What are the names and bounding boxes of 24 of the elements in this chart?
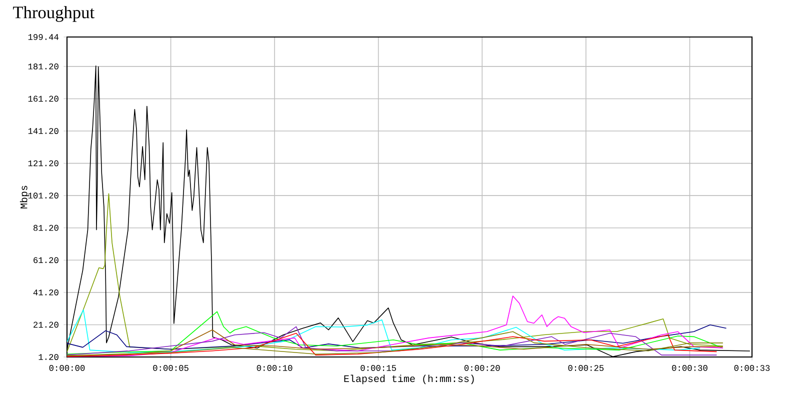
x-tick-label: 0:00:05 — [153, 365, 188, 371]
y-tick-label: 199.44 — [28, 34, 58, 40]
x-tick-label: 0:00:15 — [360, 365, 396, 371]
y-tick-label: 181.20 — [28, 64, 58, 70]
y-tick-label: 61.20 — [34, 257, 58, 264]
chart-title: Throughput — [13, 6, 94, 22]
y-tick-label: 81.20 — [34, 224, 58, 231]
y-tick-label: 21.20 — [34, 322, 58, 328]
x-tick-label: 0:00:25 — [568, 365, 604, 371]
y-tick-label: 1.20 — [38, 354, 58, 360]
line-series — [67, 193, 724, 352]
y-tick-label: 161.20 — [28, 96, 58, 102]
x-tick-label: 0:00:20 — [464, 365, 500, 371]
x-tick-label: 0:00:00 — [49, 365, 85, 371]
y-tick-label: 41.20 — [33, 289, 58, 296]
y-axis-title: Mbps — [20, 186, 30, 208]
y-tick-label: 101.20 — [28, 192, 58, 199]
x-axis-title: Elapsed time (h:mm:ss) — [344, 374, 474, 384]
y-tick-label: 121.20 — [28, 160, 58, 166]
x-tick-label: 0:00:33 — [734, 365, 770, 371]
x-tick-label: 0:00:30 — [672, 365, 708, 371]
line-series — [67, 324, 727, 350]
y-tick-label: 141.20 — [28, 128, 58, 134]
x-tick-label: 0:00:10 — [256, 365, 292, 371]
